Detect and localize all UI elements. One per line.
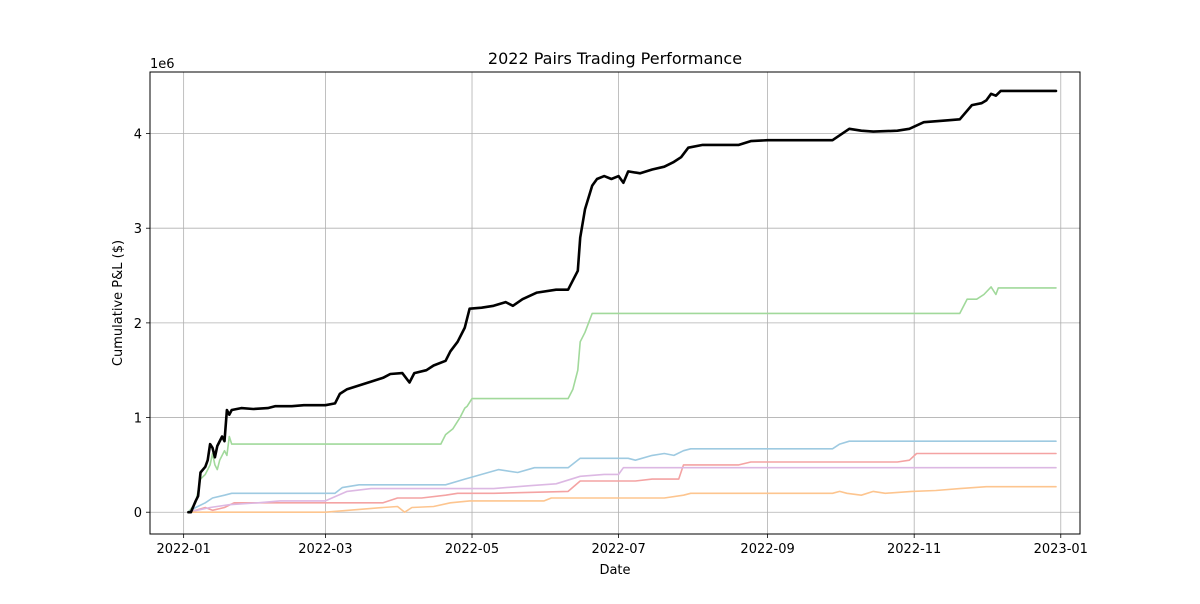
x-axis-label: Date bbox=[599, 563, 630, 578]
series-line-3 bbox=[187, 452, 1057, 514]
chart-title: 2022 Pairs Trading Performance bbox=[488, 49, 742, 68]
y-scale-multiplier: 1e6 bbox=[150, 57, 175, 72]
x-tick-label: 2022-11 bbox=[887, 542, 941, 557]
series-line-1 bbox=[187, 286, 1057, 514]
y-tick-label: 1 bbox=[134, 412, 142, 427]
y-tick-label: 3 bbox=[134, 222, 142, 237]
series-line-2 bbox=[187, 440, 1057, 514]
plot-frame bbox=[149, 71, 1081, 535]
y-axis-label: Cumulative P&L ($) bbox=[111, 240, 126, 366]
x-tick-label: 2022-01 bbox=[156, 542, 210, 557]
series-line-5 bbox=[187, 485, 1057, 514]
x-tick-label: 2022-03 bbox=[298, 542, 352, 557]
series-group bbox=[187, 89, 1058, 514]
y-tick-label: 4 bbox=[134, 128, 142, 143]
x-tick-label: 2022-07 bbox=[591, 542, 645, 557]
x-tick-label: 2023-01 bbox=[1034, 542, 1088, 557]
series-line-4 bbox=[187, 466, 1057, 514]
series-line-6 bbox=[187, 89, 1058, 514]
x-tick-label: 2022-09 bbox=[740, 542, 794, 557]
y-tick-label: 2 bbox=[134, 317, 142, 332]
y-tick-label: 0 bbox=[134, 506, 142, 521]
ticks: 2022-01 2022-03 2022-05 2022-07 2022-09 2022-… bbox=[134, 128, 1088, 557]
x-tick-label: 2022-05 bbox=[445, 542, 499, 557]
